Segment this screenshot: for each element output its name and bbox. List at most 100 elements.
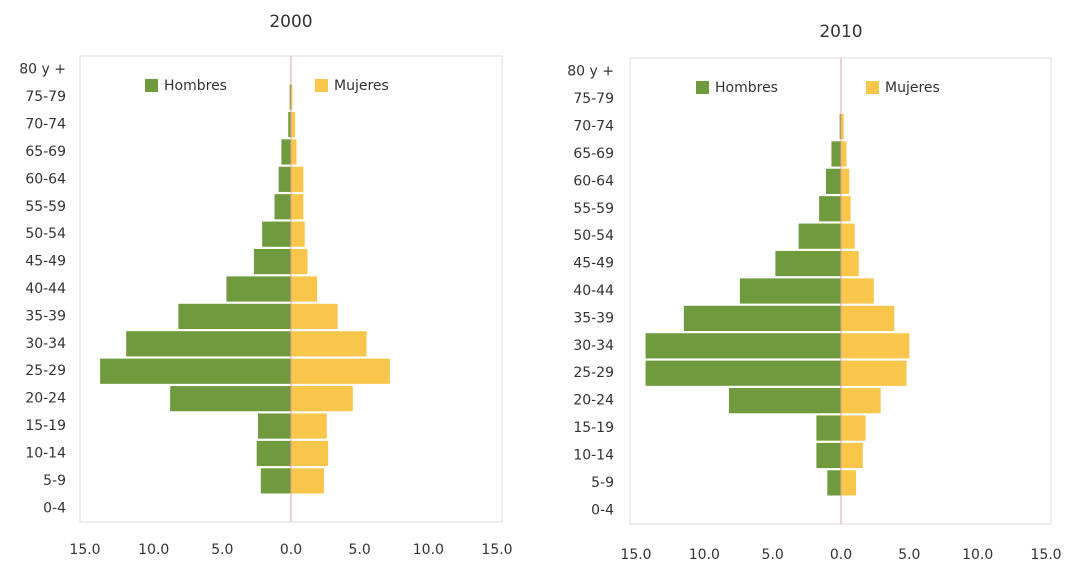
bar — [291, 84, 293, 110]
y-tick-label: 20-24 — [25, 391, 66, 407]
bar — [841, 305, 895, 332]
y-tick-label: 50-54 — [573, 228, 614, 244]
legend-swatch — [315, 79, 328, 92]
y-tick-label: 45-49 — [573, 256, 614, 272]
bar — [170, 386, 291, 412]
legend-label: Mujeres — [885, 80, 940, 96]
bar — [841, 415, 866, 441]
y-tick-label: 15-19 — [25, 418, 66, 434]
bar — [841, 196, 851, 222]
x-tick-label: 5.0 — [211, 542, 233, 558]
y-tick-label: 5-9 — [43, 473, 66, 489]
bar — [262, 221, 291, 247]
bar — [841, 168, 850, 194]
bar — [281, 139, 291, 165]
bar — [291, 440, 329, 467]
bar — [841, 333, 910, 359]
bar — [288, 111, 291, 138]
bar — [291, 276, 318, 302]
x-tick-label: 5.0 — [898, 547, 920, 563]
x-tick-label: 15.0 — [1030, 547, 1061, 563]
x-tick-label: 10.0 — [689, 547, 720, 563]
bar — [831, 141, 841, 167]
x-tick-label: 15.0 — [481, 542, 512, 558]
y-tick-label: 5-9 — [591, 475, 614, 491]
y-tick-label: 30-34 — [25, 336, 66, 352]
bar — [291, 166, 304, 192]
bar — [260, 468, 291, 494]
bar — [819, 196, 841, 222]
legend-label: Mujeres — [334, 78, 389, 94]
x-tick-label: 15.0 — [620, 547, 651, 563]
y-tick-label: 55-59 — [25, 199, 66, 215]
y-tick-label: 10-14 — [25, 445, 66, 461]
bar — [645, 360, 841, 386]
bar — [291, 248, 308, 275]
bar — [291, 413, 327, 439]
y-tick-label: 0-4 — [591, 502, 614, 518]
bar — [775, 250, 841, 277]
y-tick-label: 70-74 — [25, 117, 66, 133]
y-tick-label: 10-14 — [573, 447, 614, 463]
legend-label: Hombres — [164, 78, 227, 94]
chart: 2010 15.0 10.0 5.0 0.0 5.0 10.0 15.0 0-4 5-9 10-14… — [567, 22, 1061, 563]
bar — [841, 113, 844, 140]
bar — [728, 388, 841, 414]
bar — [841, 360, 907, 386]
x-tick-label: 5.0 — [762, 547, 784, 563]
legend-swatch — [145, 79, 158, 92]
y-tick-label: 35-39 — [573, 310, 614, 326]
bar — [126, 331, 291, 357]
y-tick-label: 25-29 — [573, 365, 614, 381]
chart-title: 2010 — [819, 22, 862, 42]
bar — [291, 303, 338, 330]
y-tick-label: 50-54 — [25, 226, 66, 242]
bar — [825, 168, 841, 194]
bar — [291, 111, 296, 138]
bar — [841, 278, 874, 304]
bar — [100, 358, 292, 384]
bar — [291, 194, 304, 220]
bar — [253, 248, 291, 275]
bar — [645, 333, 841, 359]
bar — [291, 139, 297, 165]
x-tick-label: 0.0 — [830, 547, 852, 563]
y-tick-label: 55-59 — [573, 201, 614, 217]
bar — [291, 331, 367, 357]
chart-title: 2000 — [269, 12, 312, 32]
y-tick-label: 75-79 — [573, 91, 614, 107]
bar — [258, 413, 291, 439]
x-tick-label: 15.0 — [69, 542, 100, 558]
bar — [841, 141, 847, 167]
x-tick-label: 5.0 — [349, 542, 371, 558]
x-tick-label: 10.0 — [413, 542, 444, 558]
legend-swatch — [696, 81, 709, 94]
bar — [739, 278, 841, 304]
bar — [841, 442, 863, 469]
y-tick-label: 65-69 — [573, 146, 614, 162]
bar — [841, 223, 855, 249]
y-tick-label: 60-64 — [25, 171, 66, 187]
bar — [841, 250, 859, 277]
bar — [291, 386, 353, 412]
y-tick-label: 40-44 — [573, 283, 614, 299]
y-tick-label: 70-74 — [573, 119, 614, 135]
x-tick-label: 10.0 — [138, 542, 169, 558]
bar — [256, 440, 291, 467]
y-tick-label: 35-39 — [25, 308, 66, 324]
bar — [278, 166, 291, 192]
bar — [683, 305, 841, 332]
chart: 2000 15.0 10.0 5.0 0.0 5.0 10.0 15.0 0-4 5-9 10-14… — [19, 12, 512, 558]
bar — [816, 442, 841, 469]
y-tick-label: 0-4 — [43, 500, 66, 516]
bar — [798, 223, 841, 249]
bar — [291, 358, 390, 384]
bar — [289, 84, 291, 110]
legend-swatch — [866, 81, 879, 94]
y-tick-label: 20-24 — [573, 393, 614, 409]
y-tick-label: 30-34 — [573, 338, 614, 354]
bar — [816, 415, 841, 441]
bar — [841, 388, 881, 414]
bar — [226, 276, 291, 302]
legend-label: Hombres — [715, 80, 778, 96]
